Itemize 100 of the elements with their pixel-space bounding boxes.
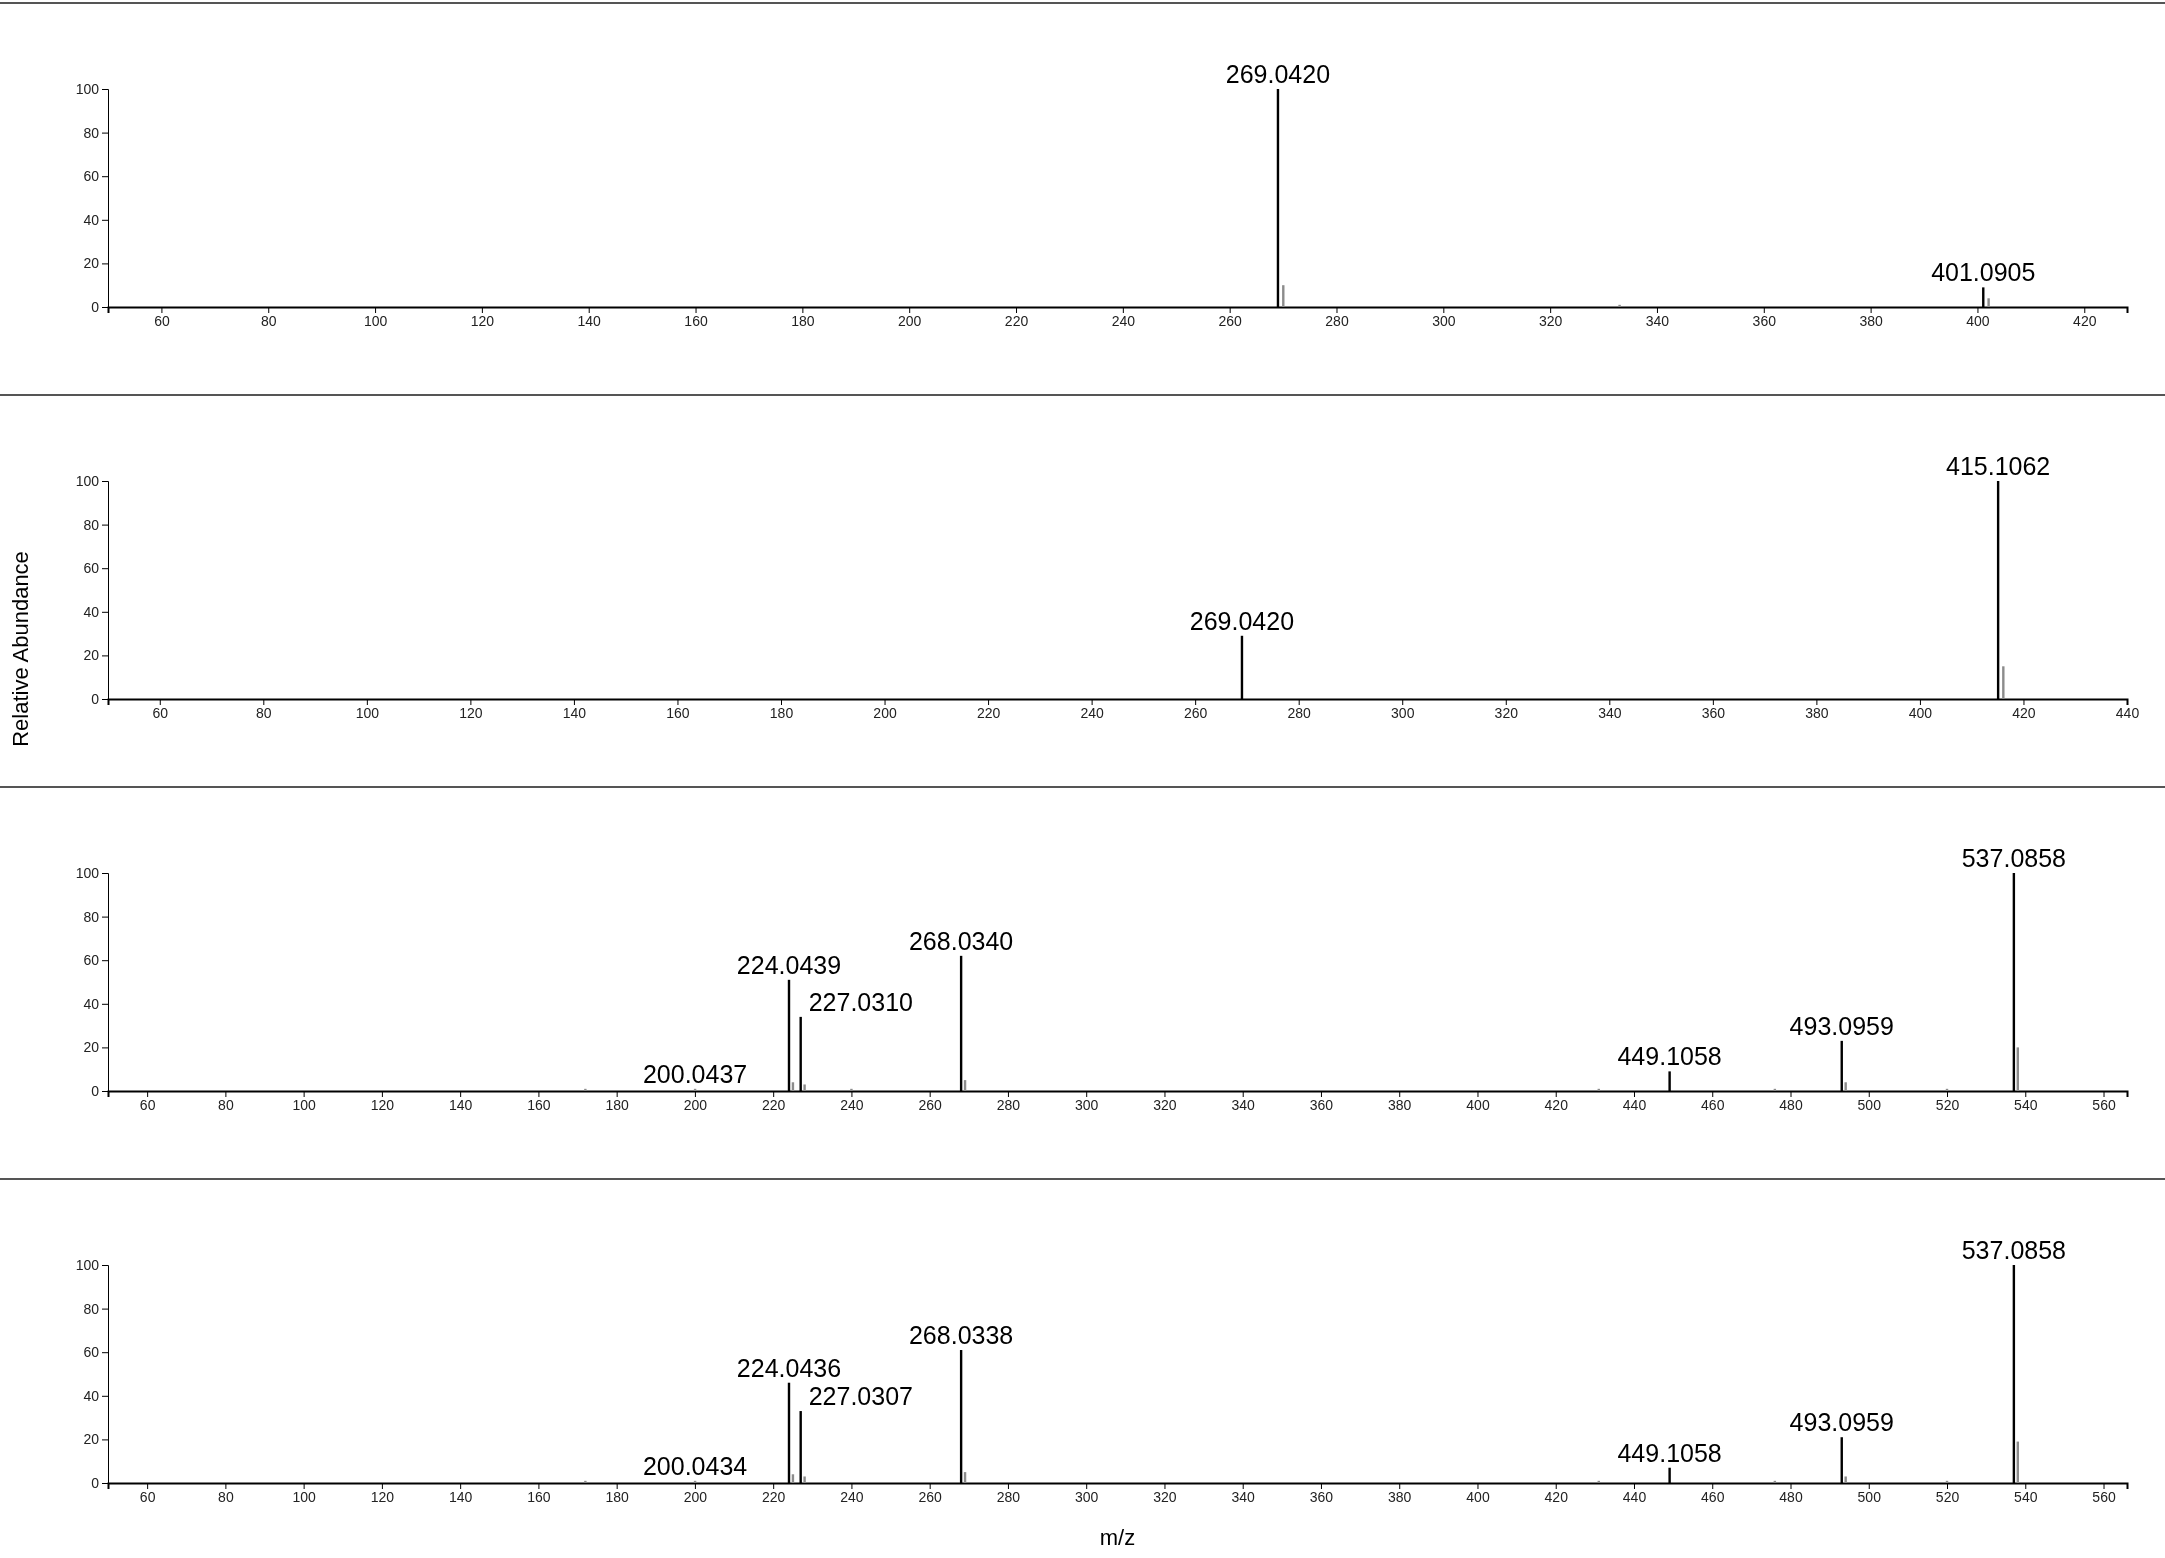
annotation: 200.0437 (642, 1059, 748, 1088)
x-tick-label: 440 (1622, 1096, 1647, 1113)
x-tick-label: 80 (218, 1096, 234, 1113)
x-tick-label: 300 (1075, 1096, 1099, 1113)
x-tick-label: 180 (769, 704, 794, 721)
annotation: 268.0338 (908, 1321, 1014, 1350)
annotation: 227.0307 (808, 1382, 913, 1411)
annotation: 493.0959 (1789, 1011, 1894, 1040)
x-tick-label: 120 (470, 312, 495, 329)
x-tick-label: 560 (2092, 1488, 2116, 1505)
x-tick-label: 360 (1752, 312, 1777, 329)
y-tick-label: 0 (91, 1082, 100, 1099)
x-tick-label: 100 (355, 704, 380, 721)
x-tick-label: 480 (1779, 1096, 1803, 1113)
x-tick-label: 360 (1309, 1488, 1334, 1505)
y-tick-label: 100 (75, 1256, 100, 1273)
y-tick-label: 60 (83, 952, 100, 969)
y-tick-label: 40 (83, 211, 100, 228)
x-tick-label: 140 (448, 1488, 473, 1505)
x-tick-label: 140 (577, 312, 602, 329)
annotation: 401.0905 (1931, 258, 2036, 287)
annotation: 449.1058 (1617, 1042, 1722, 1071)
x-tick-label: 140 (448, 1096, 473, 1113)
x-tick-label: 80 (218, 1488, 234, 1505)
x-tick-label: 240 (840, 1488, 864, 1505)
x-tick-label: 500 (1857, 1096, 1882, 1113)
y-tick-label: 80 (83, 124, 100, 141)
x-tick-label: 380 (1805, 704, 1829, 721)
x-tick-label: 160 (666, 704, 690, 721)
x-tick-label: 320 (1153, 1096, 1177, 1113)
x-tick-label: 160 (527, 1096, 551, 1113)
annotation: 224.0439 (736, 950, 842, 979)
y-tick-label: 0 (91, 1474, 100, 1491)
x-tick-label: 260 (918, 1488, 943, 1505)
x-tick-label: 60 (154, 312, 170, 329)
annotation: 268.0340 (908, 926, 1014, 955)
x-tick-label: 340 (1598, 704, 1622, 721)
x-tick-label: 400 (1466, 1488, 1490, 1505)
x-tick-label: 320 (1494, 704, 1519, 721)
x-tick-label: 400 (1466, 1096, 1490, 1113)
y-tick-label: 40 (83, 1387, 100, 1404)
y-tick-label: 0 (91, 298, 100, 315)
bar (2002, 666, 2005, 699)
bar (803, 1084, 806, 1091)
x-tick-label: 220 (761, 1488, 786, 1505)
x-tick-label: 380 (1388, 1096, 1412, 1113)
x-tick-label: 520 (1935, 1488, 1960, 1505)
y-tick-label: 20 (83, 255, 100, 272)
x-tick-label: 520 (1935, 1096, 1960, 1113)
x-tick-label: 60 (139, 1488, 156, 1505)
x-tick-label: 380 (1388, 1488, 1412, 1505)
y-tick-label: 40 (83, 603, 100, 620)
x-tick-label: 60 (139, 1096, 156, 1113)
x-tick-label: 100 (292, 1488, 317, 1505)
y-tick-label: 80 (83, 1300, 100, 1317)
x-tick-label: 400 (1908, 704, 1933, 721)
x-tick-label: 400 (1966, 312, 1990, 329)
x-tick-label: 120 (370, 1096, 395, 1113)
x-tick-label: 320 (1538, 312, 1563, 329)
x-tick-label: 300 (1075, 1488, 1099, 1505)
annotation: 224.0436 (736, 1353, 842, 1382)
x-tick-label: 200 (683, 1488, 708, 1505)
x-tick-label: 140 (562, 704, 587, 721)
x-tick-label: 260 (1183, 704, 1208, 721)
x-tick-label: 540 (2014, 1488, 2038, 1505)
x-tick-label: 380 (1859, 312, 1884, 329)
y-tick-label: 0 (91, 690, 100, 707)
x-tick-label: 120 (459, 704, 483, 721)
x-tick-label: 180 (605, 1488, 630, 1505)
x-tick-label: 420 (1544, 1096, 1569, 1113)
x-tick-label: 560 (2092, 1096, 2116, 1113)
x-tick-label: 540 (2014, 1096, 2038, 1113)
x-tick-label: 280 (1287, 704, 1312, 721)
x-tick-label: 180 (605, 1096, 630, 1113)
y-tick-label: 60 (83, 1344, 100, 1361)
x-tick-label: 340 (1645, 312, 1670, 329)
x-tick-label: 300 (1391, 704, 1415, 721)
annotation: 227.0310 (808, 987, 913, 1016)
x-tick-label: 240 (840, 1096, 864, 1113)
x-tick-label: 240 (1111, 312, 1136, 329)
x-axis-title: m/z (1099, 1525, 1136, 1550)
bar (584, 1480, 587, 1483)
bar (584, 1088, 587, 1091)
y-tick-label: 100 (75, 472, 100, 489)
annotation: 537.0858 (1961, 844, 2067, 872)
annotation: 537.0858 (1961, 1236, 2067, 1264)
x-tick-label: 440 (2115, 704, 2140, 721)
x-tick-label: 360 (1309, 1096, 1334, 1113)
x-tick-label: 200 (898, 312, 922, 329)
bar (1844, 1476, 1847, 1483)
y-tick-label: 100 (75, 864, 100, 881)
x-tick-label: 280 (1325, 312, 1349, 329)
x-tick-label: 340 (1231, 1096, 1256, 1113)
bar (1844, 1082, 1847, 1091)
x-tick-label: 80 (260, 312, 277, 329)
x-tick-label: 200 (683, 1096, 708, 1113)
x-tick-label: 280 (996, 1096, 1021, 1113)
annotation: 449.1058 (1617, 1438, 1722, 1467)
x-tick-label: 200 (873, 704, 897, 721)
y-tick-label: 60 (83, 168, 100, 185)
